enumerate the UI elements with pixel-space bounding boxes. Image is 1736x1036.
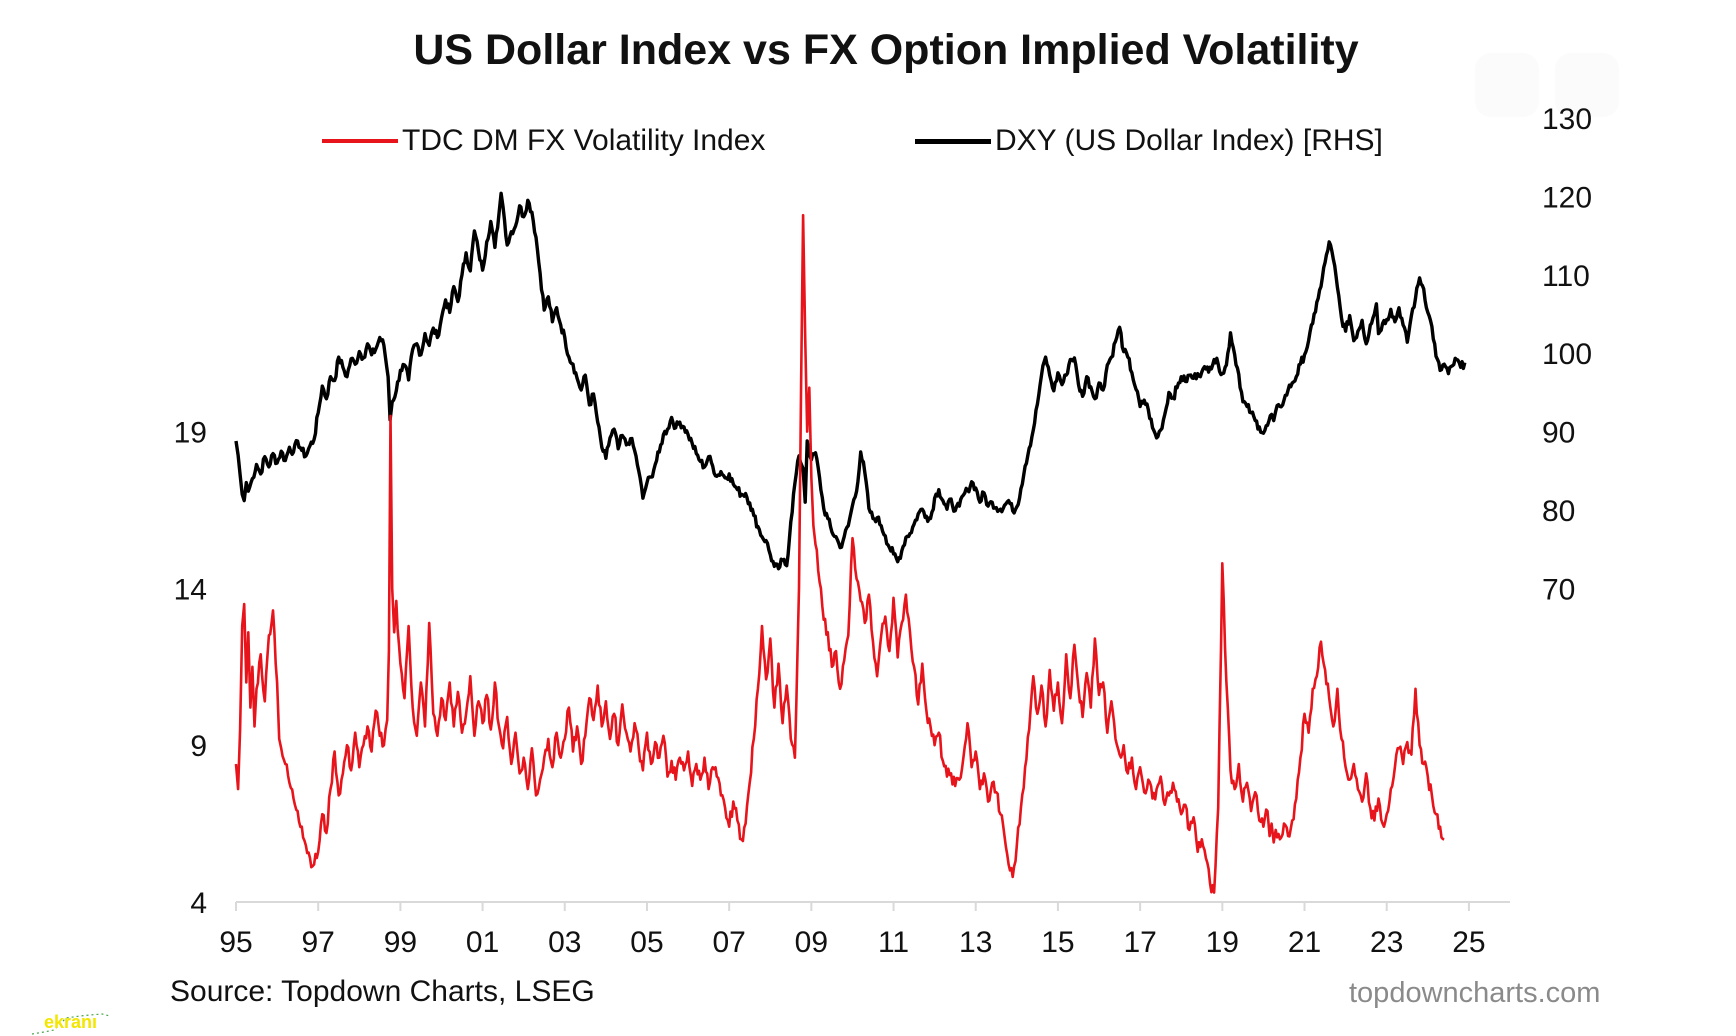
right-tick-label: 130 <box>1542 103 1592 136</box>
right-axis: 70 80 90 100 110 120 130 <box>1542 103 1592 606</box>
left-tick-label: 4 <box>190 887 207 920</box>
left-tick-label: 14 <box>174 573 207 606</box>
watermark-text: ekranı <box>44 1012 98 1032</box>
x-tick-label: 09 <box>795 926 828 959</box>
x-tick-label: 97 <box>302 926 335 959</box>
website-credit: topdowncharts.com <box>1349 977 1601 1009</box>
watermark-logo-icon <box>31 1013 111 1035</box>
x-tick-label: 05 <box>630 926 663 959</box>
x-tick-label: 19 <box>1206 926 1239 959</box>
right-tick-label: 100 <box>1542 338 1592 371</box>
x-tick-label: 99 <box>384 926 417 959</box>
left-tick-label: 9 <box>190 730 207 763</box>
right-tick-label: 90 <box>1542 417 1575 450</box>
legend-label-dxy: DXY (US Dollar Index) [RHS] <box>995 124 1383 157</box>
right-tick-label: 70 <box>1542 573 1575 606</box>
x-tick-label: 01 <box>466 926 499 959</box>
x-tick-label: 03 <box>548 926 581 959</box>
x-tick-label: 07 <box>712 926 745 959</box>
x-tick-label: 95 <box>219 926 252 959</box>
series-line-volatility <box>234 213 1445 894</box>
right-tick-label: 110 <box>1542 260 1590 293</box>
x-tick-label: 11 <box>878 926 909 959</box>
share-icon[interactable] <box>1555 53 1619 117</box>
x-tick-label: 17 <box>1123 926 1156 959</box>
legend: TDC DM FX Volatility Index DXY (US Dolla… <box>0 124 1736 164</box>
right-tick-label: 120 <box>1542 181 1592 214</box>
legend-item-volatility: TDC DM FX Volatility Index <box>322 124 765 158</box>
x-tick-label: 13 <box>959 926 992 959</box>
x-tick-label: 21 <box>1288 926 1321 959</box>
legend-swatch-volatility <box>322 139 398 143</box>
x-tick-label: 15 <box>1041 926 1074 959</box>
right-tick-label: 80 <box>1542 495 1575 528</box>
x-axis: 95 97 99 01 03 05 07 09 11 13 15 17 19 21 23 25 <box>219 901 1510 959</box>
source-note: Source: Topdown Charts, LSEG <box>170 975 595 1008</box>
x-tick-label: 25 <box>1452 926 1485 959</box>
legend-swatch-dxy <box>915 138 991 144</box>
legend-label-volatility: TDC DM FX Volatility Index <box>402 124 766 157</box>
series-line-dxy <box>234 191 1467 571</box>
left-axis: 4 9 14 19 <box>174 417 207 920</box>
left-tick-label: 19 <box>174 417 207 450</box>
series-layer <box>234 191 1467 894</box>
chart-title: US Dollar Index vs FX Option Implied Vol… <box>413 26 1359 74</box>
x-tick-label: 23 <box>1370 926 1403 959</box>
legend-item-dxy: DXY (US Dollar Index) [RHS] <box>915 124 1383 158</box>
instagram-icon[interactable] <box>1475 53 1539 117</box>
